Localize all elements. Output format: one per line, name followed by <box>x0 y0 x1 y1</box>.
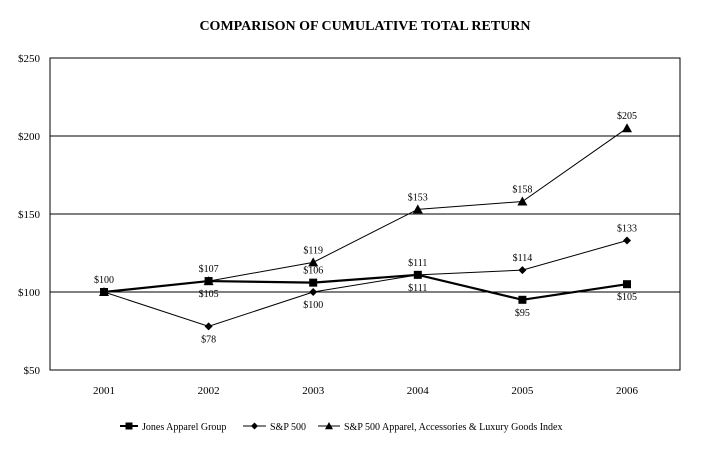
data-label: $100 <box>94 275 114 286</box>
x-tick-label: 2004 <box>407 385 430 397</box>
data-label: $100 <box>303 300 323 311</box>
data-labels: $100 $105 $106 $111 $95 $105 $78 $100 $111 $114 $1… <box>94 111 637 345</box>
series-square <box>100 270 631 304</box>
data-label: $106 <box>303 266 323 277</box>
data-label: $107 <box>199 264 219 275</box>
diamond-marker <box>623 236 631 245</box>
legend-item: Jones Apparel Group <box>120 422 226 433</box>
series-lines <box>99 123 632 331</box>
legend-label: S&P 500 Apparel, Accessories & Luxury Go… <box>344 422 563 433</box>
x-tick-label: 2001 <box>93 385 115 397</box>
series-line <box>103 127 628 293</box>
x-axis-ticks: 2001 2002 2003 2004 2005 2006 <box>93 385 639 397</box>
square-marker <box>413 270 422 279</box>
square-marker <box>309 278 318 287</box>
x-tick-label: 2003 <box>302 385 325 397</box>
series-line <box>103 273 628 301</box>
legend-item: S&P 500 Apparel, Accessories & Luxury Go… <box>318 422 563 433</box>
data-label: $111 <box>408 283 427 294</box>
gridlines <box>50 135 680 293</box>
x-tick-label: 2006 <box>616 385 639 397</box>
data-label: $158 <box>512 185 532 196</box>
y-axis-ticks: $50 $100 $150 $200 $250 <box>18 53 41 377</box>
legend-item: S&P 500 <box>243 422 306 433</box>
square-marker <box>100 288 108 296</box>
y-tick-label: $200 <box>18 131 41 143</box>
data-label: $78 <box>201 334 216 345</box>
diamond-marker <box>204 322 213 331</box>
triangle-marker <box>308 257 319 267</box>
x-tick-label: 2002 <box>198 385 220 397</box>
diamond-marker <box>309 288 318 296</box>
data-label: $105 <box>199 289 219 300</box>
triangle-marker <box>412 204 423 214</box>
series-line <box>103 240 628 327</box>
y-tick-label: $100 <box>18 287 41 299</box>
diamond-marker <box>251 422 258 430</box>
square-marker <box>204 277 213 286</box>
data-label: $105 <box>617 292 637 303</box>
triangle-marker <box>622 123 632 133</box>
legend-label: S&P 500 <box>270 422 306 433</box>
triangle-marker <box>325 422 333 430</box>
diamond-marker <box>518 266 527 275</box>
legend: Jones Apparel Group S&P 500 S&P 500 Appare… <box>120 422 563 433</box>
legend-label: Jones Apparel Group <box>142 422 226 433</box>
data-label: $153 <box>408 192 428 203</box>
square-marker <box>623 280 631 289</box>
x-tick-label: 2005 <box>511 385 534 397</box>
series-triangle <box>99 123 632 296</box>
data-label: $205 <box>617 111 637 122</box>
data-label: $111 <box>408 258 427 269</box>
y-tick-label: $50 <box>24 365 41 377</box>
chart-title: COMPARISON OF CUMULATIVE TOTAL RETURN <box>199 19 530 34</box>
triangle-marker <box>517 196 528 206</box>
data-label: $133 <box>617 224 637 235</box>
y-tick-label: $150 <box>18 209 41 221</box>
data-label: $114 <box>513 253 533 264</box>
data-label: $95 <box>515 308 530 319</box>
data-label: $119 <box>303 245 323 256</box>
y-tick-label: $250 <box>18 53 41 65</box>
square-marker <box>518 295 527 304</box>
square-marker <box>125 422 133 430</box>
